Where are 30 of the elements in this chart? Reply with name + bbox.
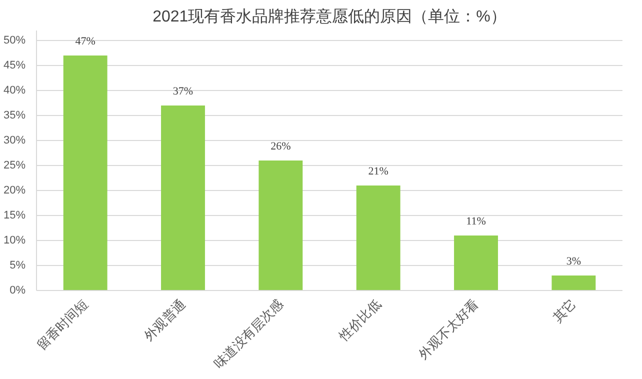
y-tick-label: 10% [3,234,26,246]
bar [161,106,205,290]
y-tick-label: 50% [3,34,26,46]
y-tick-label: 35% [3,110,26,122]
chart-title: 2021现有香水品牌推荐意愿低的原因（单位：%） [152,8,506,26]
bar [454,236,498,290]
x-tick-label: 味道没有层次感 [211,296,286,372]
data-label: 21% [368,166,388,178]
x-tick-label: 外观不太好看 [416,296,482,362]
x-tick-label: 留香时间短 [34,296,91,353]
x-tick-label: 外观普通 [140,296,188,344]
y-tick-label: 45% [3,60,26,72]
bar [258,160,303,290]
data-label: 37% [172,86,194,98]
y-tick-label: 5% [10,260,26,272]
x-tick-label: 性价比低 [336,296,384,344]
y-tick-label: 15% [3,210,26,222]
y-tick-label: 40% [3,84,26,96]
y-tick-label: 0% [10,284,26,296]
y-tick-label: 30% [3,134,26,146]
data-label: 47% [75,36,96,48]
data-label: 11% [466,216,486,228]
x-tick-label: 其它 [550,296,579,326]
data-label: 26% [270,140,291,152]
data-label: 3% [566,256,582,268]
y-tick-label: 25% [3,160,26,172]
bar [356,186,400,290]
y-tick-label: 20% [3,184,26,196]
bar [552,276,596,290]
bar [63,56,108,290]
